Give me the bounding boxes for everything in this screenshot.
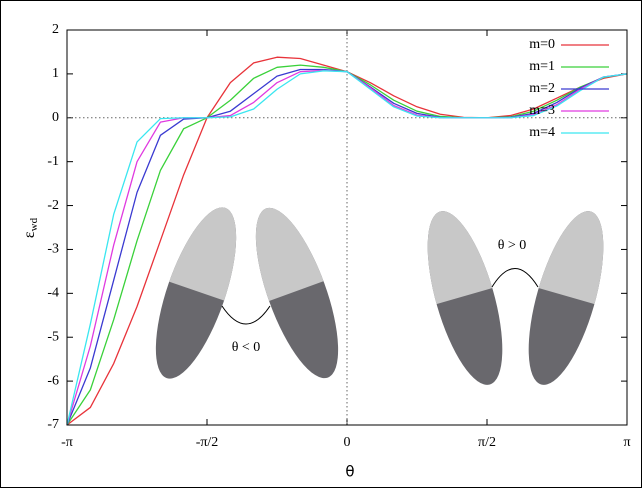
legend-label: m=0 bbox=[529, 37, 555, 52]
x-tick-label: -π bbox=[61, 435, 73, 450]
inset-body bbox=[528, 211, 604, 385]
y-tick-label: -4 bbox=[47, 286, 59, 301]
x-tick-label: π/2 bbox=[478, 435, 496, 450]
angle-arc bbox=[491, 268, 539, 288]
x-tick-label: -π/2 bbox=[196, 435, 219, 450]
y-tick-label: -3 bbox=[47, 242, 59, 257]
y-tick-label: -1 bbox=[47, 154, 59, 169]
series-line bbox=[66, 70, 628, 426]
y-tick-label: 1 bbox=[52, 66, 59, 81]
y-tick-label: -2 bbox=[47, 198, 59, 213]
legend-label: m=3 bbox=[529, 103, 555, 118]
y-axis-label: εwd bbox=[21, 217, 40, 238]
legend-label: m=2 bbox=[529, 81, 555, 96]
annotation: θ < 0 bbox=[232, 340, 261, 355]
legend-label: m=1 bbox=[529, 59, 555, 74]
x-tick-label: 0 bbox=[344, 435, 351, 450]
legend-label: m=4 bbox=[529, 125, 555, 140]
y-axis-subscript: wd bbox=[28, 217, 40, 231]
x-tick-label: π bbox=[623, 435, 630, 450]
y-tick-label: -6 bbox=[47, 373, 59, 388]
y-tick-label: 2 bbox=[52, 22, 59, 37]
inset-body bbox=[255, 207, 339, 379]
y-tick-label: -5 bbox=[47, 329, 59, 344]
y-axis-symbol: ε bbox=[21, 231, 38, 238]
y-tick-label: 0 bbox=[52, 110, 59, 125]
inset-body bbox=[155, 207, 237, 379]
angle-arc bbox=[221, 305, 271, 325]
x-axis-label: θ bbox=[345, 463, 354, 481]
y-tick-label: -7 bbox=[47, 417, 59, 432]
annotation: θ > 0 bbox=[498, 238, 527, 253]
inset-body bbox=[427, 211, 503, 385]
plot-frame bbox=[66, 29, 628, 426]
